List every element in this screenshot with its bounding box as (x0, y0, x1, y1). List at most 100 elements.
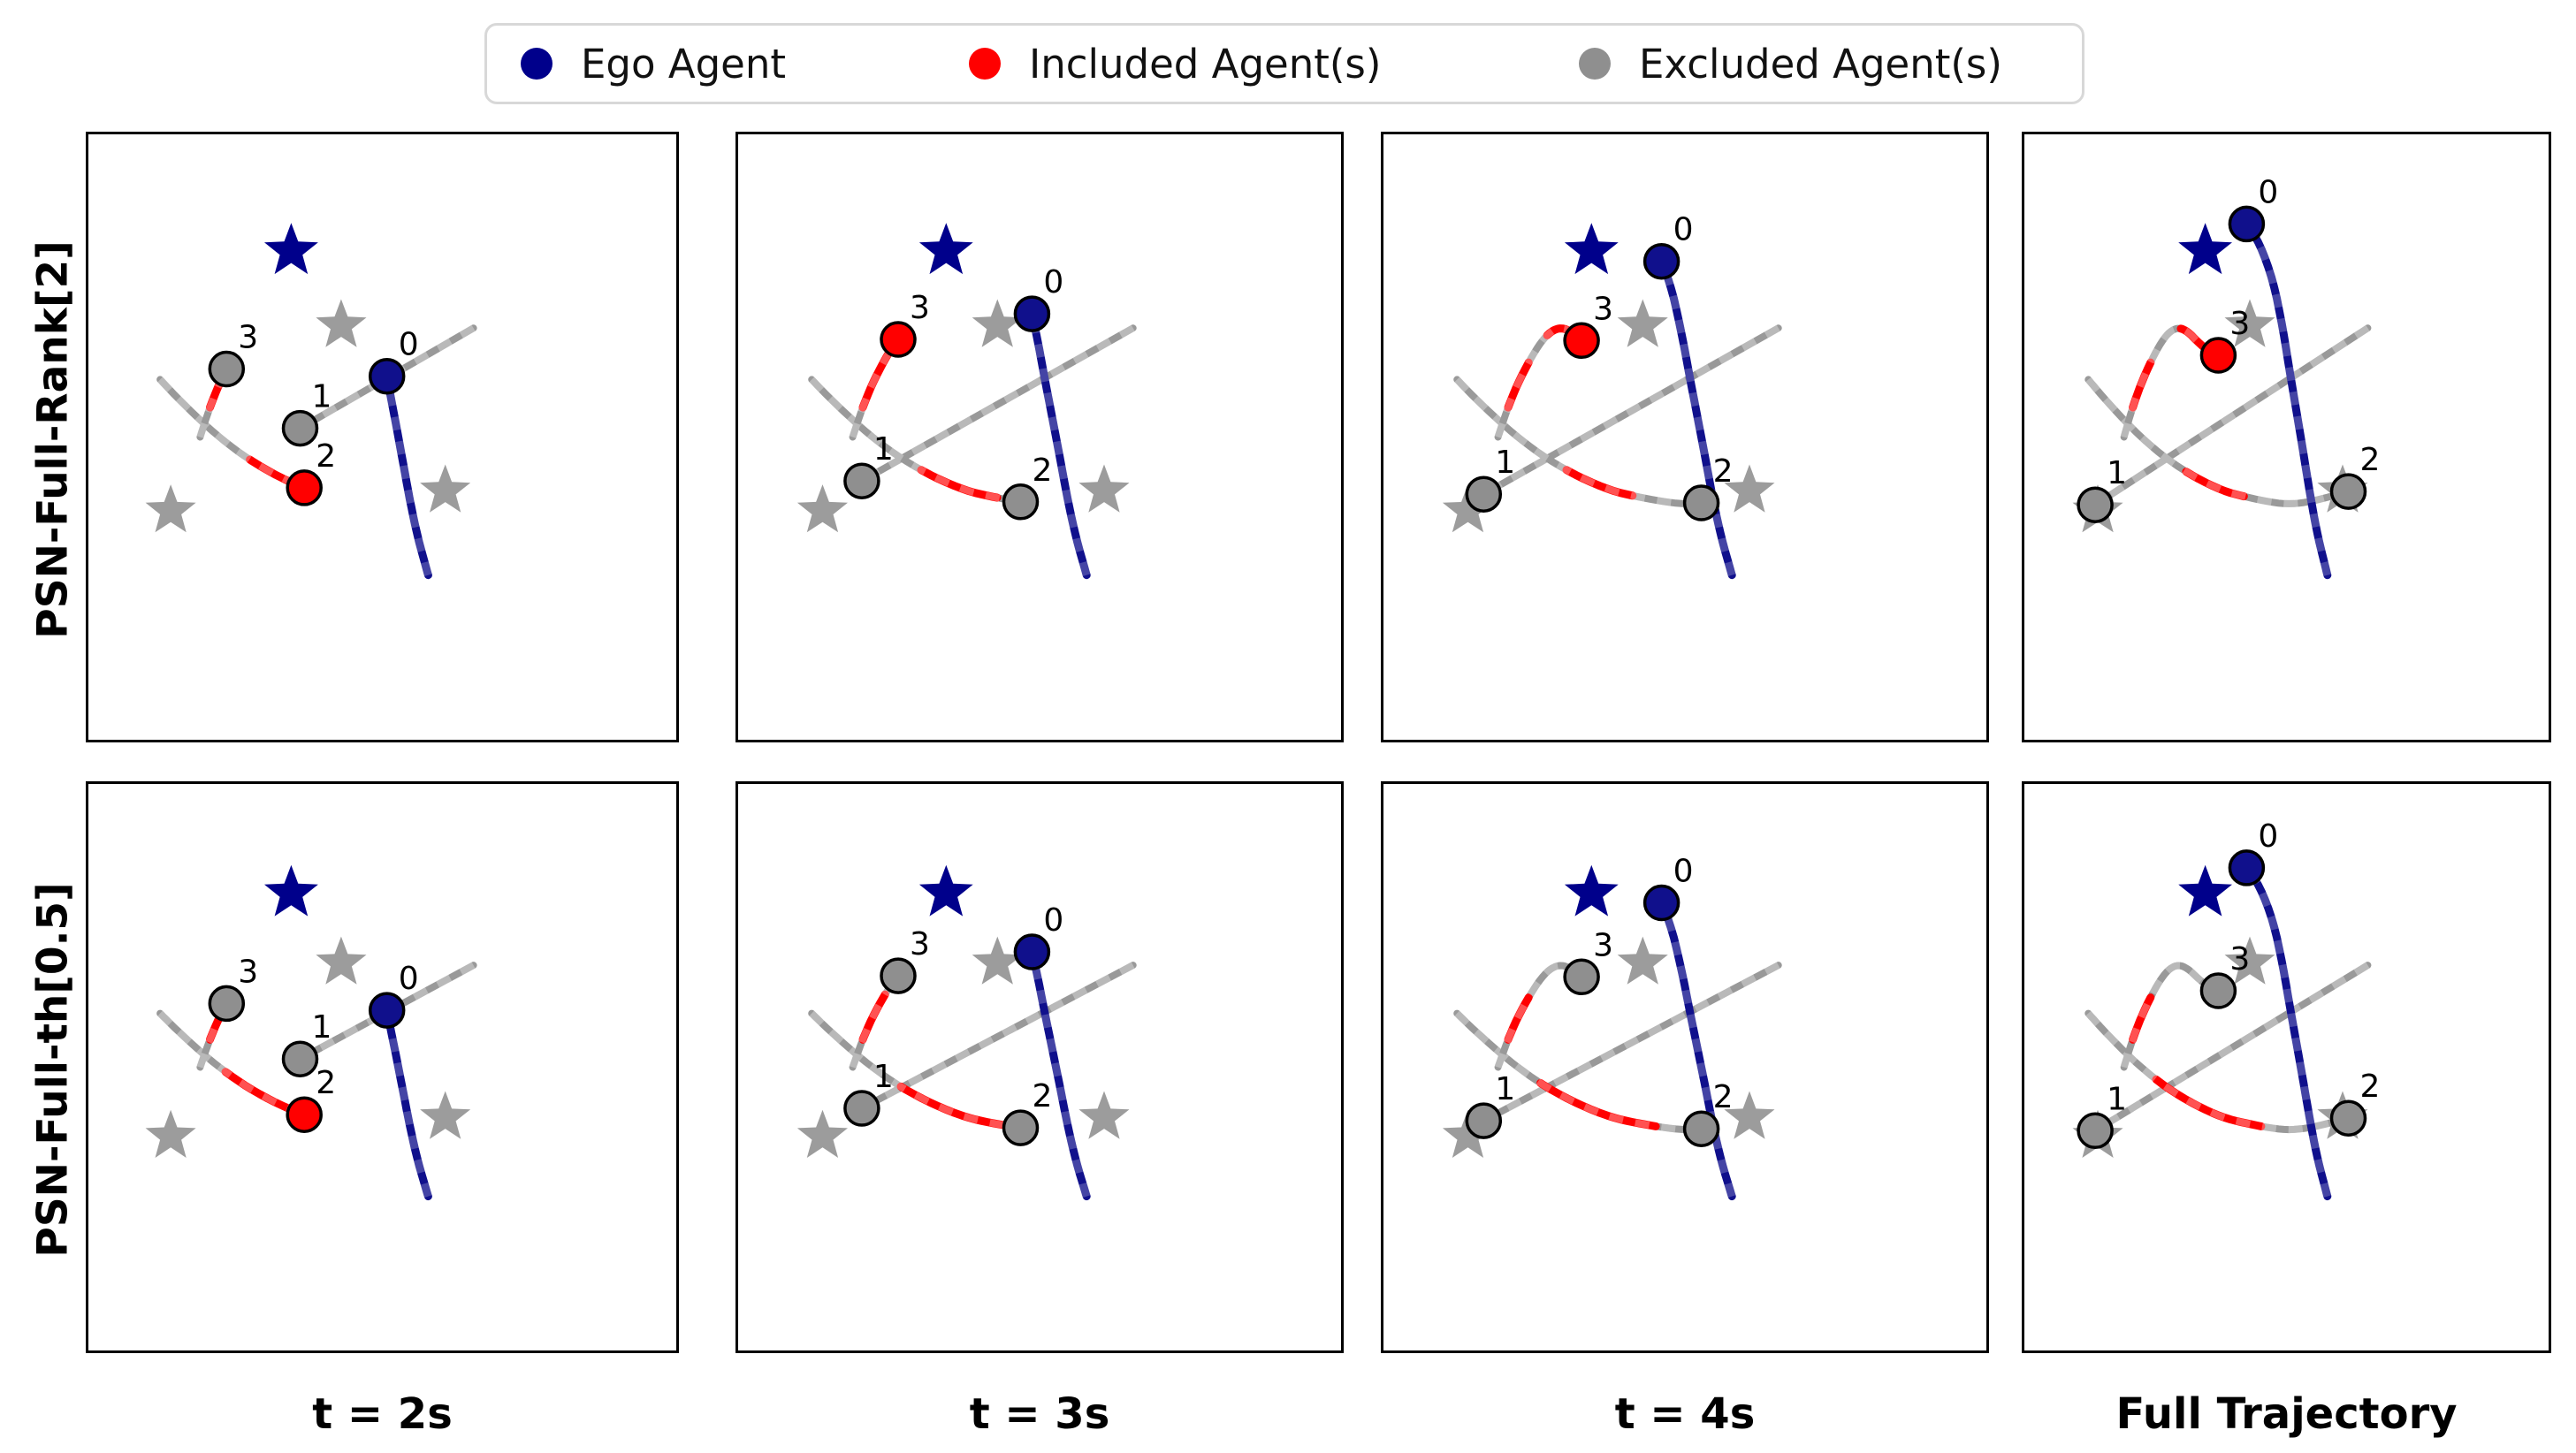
agent-3-marker (2199, 337, 2237, 374)
goal-star-icon-0 (316, 936, 367, 985)
legend-label-excluded: Excluded Agent(s) (1639, 40, 2002, 87)
panel-row1-col3: 0 1 2 3 (2022, 781, 2551, 1353)
ego-trajectory-dash-overlay (383, 375, 432, 576)
goal-star-icon-2 (1078, 464, 1130, 513)
agent-3-label: 3 (1593, 291, 1613, 327)
agent-1-label: 1 (312, 379, 332, 415)
trajectory-dash-overlay (849, 337, 902, 438)
agent-3-label: 3 (1593, 927, 1613, 963)
trajectory-plot: 0 1 2 3 (796, 223, 1137, 580)
legend-item-excluded: Excluded Agent(s) (1579, 26, 2002, 102)
legend-item-ego: Ego Agent (521, 26, 786, 102)
agent-1-label: 1 (873, 431, 894, 468)
row-label-psn-full-th: PSN-Full-th[0.5] (28, 882, 78, 1258)
trajectory-plot: 0 1 2 3 (1442, 854, 1782, 1201)
ego-trajectory (1027, 947, 1091, 1201)
goal-star-icon-0 (2224, 936, 2275, 985)
agent-0-label: 0 (1043, 264, 1063, 300)
agent-2-label: 2 (1033, 1078, 1053, 1114)
panel-row1-col2: 0 1 2 3 (1381, 781, 1989, 1353)
agent-3-label: 3 (2229, 941, 2250, 978)
goal-star-icon-1 (796, 484, 848, 533)
agent-3-included-segment (2129, 358, 2155, 412)
trajectory-plot: 0 1 2 3 (2072, 174, 2381, 580)
ego-trajectory-dash-overlay (2243, 865, 2332, 1198)
agent-0-label: 0 (2258, 818, 2278, 855)
agent-2-label: 2 (316, 438, 336, 475)
agent-1-marker (281, 1040, 319, 1077)
ego-agent-marker-icon (521, 48, 553, 80)
ego-trajectory-dash-overlay (383, 1009, 432, 1198)
trajectory-plot: 0 1 2 3 (796, 864, 1137, 1201)
trajectory-dash-overlay (2120, 962, 2221, 1069)
agent-2-label: 2 (1713, 1079, 1734, 1115)
agent-3-label: 3 (910, 290, 930, 326)
agent-1-trajectory (1480, 962, 1782, 1125)
panel-row0-col0: 0 1 2 3 (86, 132, 679, 742)
agent-3-label: 3 (910, 926, 930, 962)
agent-2-label: 2 (316, 1065, 336, 1101)
agent-0-label: 0 (399, 961, 419, 997)
agent-2-included-segment (1562, 466, 1637, 500)
goal-star-icon-1 (796, 1109, 848, 1158)
agent-0-marker (368, 992, 406, 1029)
trajectory-dash-overlay (2085, 1010, 2350, 1134)
agent-2-label: 2 (2360, 442, 2381, 478)
included-agent-marker-icon (969, 48, 1001, 80)
agent-1-trajectory (857, 324, 1137, 485)
agent-1-trajectory (2092, 324, 2372, 509)
goal-star-icon-0 (972, 936, 1023, 985)
agent-3-label: 3 (238, 320, 258, 356)
agent-3-marker (1563, 958, 1600, 996)
agent-0-marker (1642, 242, 1680, 280)
agent-0-marker (368, 357, 406, 395)
trajectory-plot: 0 1 2 3 (145, 223, 477, 580)
excluded-agent-marker-icon (1579, 48, 1611, 80)
legend-label-ego: Ego Agent (581, 40, 787, 87)
agent-3-label: 3 (238, 954, 258, 990)
trajectory-plot: 0 1 2 3 (1442, 212, 1782, 580)
agent-2-trajectory (808, 1009, 1025, 1132)
trajectory-dash-overlay (1454, 377, 1703, 507)
agent-1-marker (1465, 1102, 1503, 1139)
agent-2-label: 2 (1713, 453, 1734, 490)
ego-goal-star-icon (918, 223, 973, 275)
ego-goal-star-icon (264, 864, 318, 917)
ego-trajectory-dash-overlay (1028, 313, 1091, 576)
agent-3-marker (880, 957, 917, 994)
ego-trajectory-dash-overlay (1028, 950, 1091, 1198)
agent-0-label: 0 (1673, 212, 1694, 248)
goal-star-icon-0 (2224, 299, 2275, 347)
ego-trajectory-dash-overlay (1658, 259, 1736, 576)
ego-goal-star-icon (2178, 864, 2232, 917)
trajectory-dash-overlay (1454, 1010, 1702, 1134)
agent-2-included-segment (917, 466, 1002, 502)
ego-trajectory (1027, 309, 1091, 580)
agent-2-included-segment (2182, 468, 2248, 501)
agent-0-label: 0 (1043, 902, 1063, 939)
agent-3-marker (2199, 972, 2237, 1009)
trajectory-dash-overlay (1494, 962, 1584, 1069)
panel-row0-col2: 0 1 2 3 (1381, 132, 1989, 742)
agent-0-marker (1013, 933, 1051, 970)
goal-star-icon-2 (1724, 464, 1775, 513)
goal-star-icon-2 (1078, 1091, 1130, 1139)
agent-3-marker (208, 985, 246, 1023)
agent-0-marker (1013, 295, 1051, 332)
agent-2-marker (286, 469, 323, 506)
agent-2-marker (286, 1096, 323, 1133)
goal-star-icon-0 (1617, 299, 1668, 347)
ego-trajectory-dash-overlay (1658, 901, 1736, 1198)
agent-2-marker (2329, 1099, 2367, 1137)
trajectory-dash-overlay (2093, 962, 2370, 1134)
trajectory-dash-overlay (1482, 962, 1780, 1124)
trajectory-dash-overlay (809, 1010, 1022, 1132)
trajectory-dash-overlay (2092, 324, 2370, 508)
goal-star-icon-0 (1617, 936, 1668, 985)
ego-goal-star-icon (264, 223, 318, 275)
agent-1-marker (843, 1090, 880, 1127)
ego-goal-star-icon (2178, 223, 2232, 275)
agent-3-marker (1563, 322, 1600, 360)
legend: Ego Agent Included Agent(s) Excluded Age… (484, 23, 2084, 104)
agent-3-marker (208, 350, 246, 388)
